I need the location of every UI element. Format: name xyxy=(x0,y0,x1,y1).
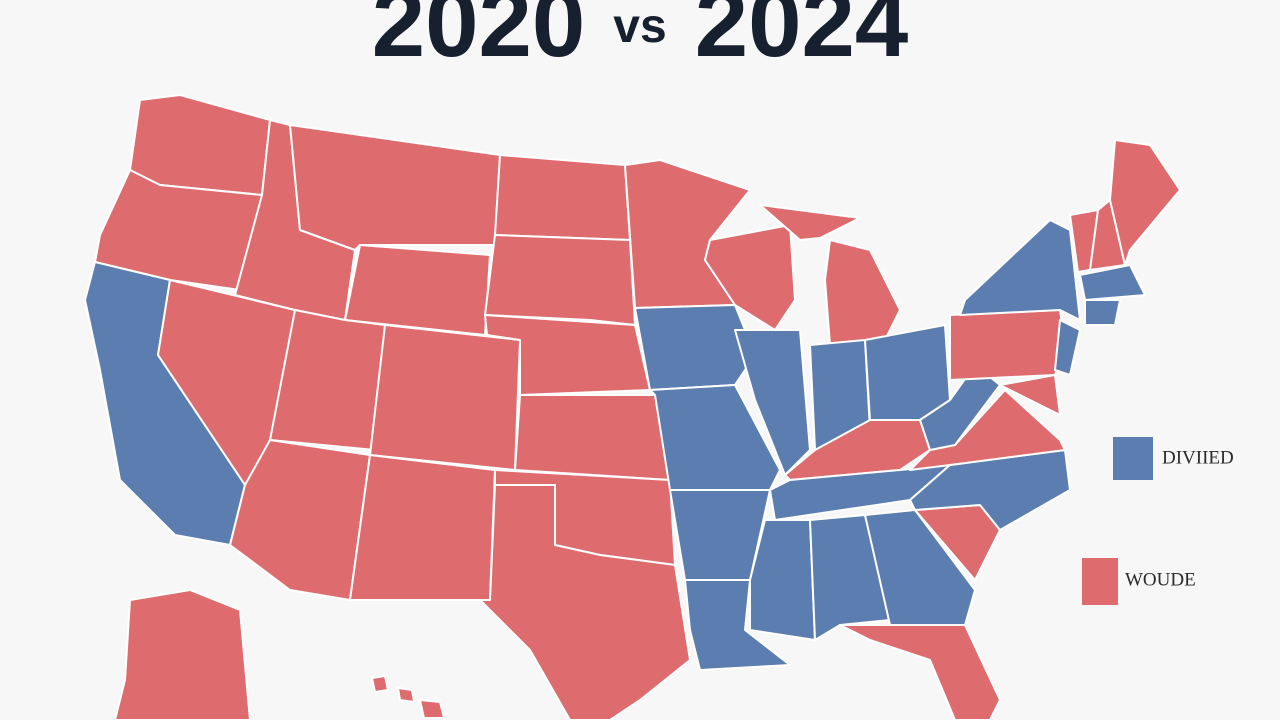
state xyxy=(419,699,445,719)
state xyxy=(114,589,251,720)
state xyxy=(634,304,756,391)
state xyxy=(371,675,389,693)
state xyxy=(404,484,691,720)
state xyxy=(484,234,636,326)
state xyxy=(749,519,816,641)
legend-label: WOUDE xyxy=(1125,569,1196,590)
state xyxy=(824,239,901,346)
state xyxy=(344,244,491,336)
state xyxy=(999,374,1061,416)
state xyxy=(369,324,521,471)
state xyxy=(397,687,415,703)
legend-swatch xyxy=(1113,437,1153,480)
state xyxy=(289,124,501,251)
state xyxy=(734,329,811,476)
state xyxy=(1084,299,1121,326)
legend-swatch xyxy=(1082,558,1118,605)
state xyxy=(959,219,1081,321)
state xyxy=(864,509,976,626)
legend: DIVIIED WOUDE xyxy=(1082,437,1234,605)
title-year: 2020 xyxy=(372,0,586,77)
legend-label: DIVIIED xyxy=(1162,447,1234,468)
state xyxy=(1079,264,1146,301)
state xyxy=(759,204,861,241)
title-year: 2024 xyxy=(695,0,909,77)
state xyxy=(864,324,951,421)
state xyxy=(839,624,1001,720)
state xyxy=(1054,319,1081,376)
state xyxy=(909,389,1066,471)
state xyxy=(514,394,671,481)
state xyxy=(94,169,263,291)
state xyxy=(1109,139,1181,266)
us-map xyxy=(84,94,1181,720)
state xyxy=(809,514,891,641)
title-vs: vs xyxy=(613,0,666,53)
state xyxy=(494,154,631,241)
state xyxy=(349,454,496,601)
title: 2020 vs 2024 xyxy=(372,0,909,77)
state xyxy=(949,309,1066,381)
